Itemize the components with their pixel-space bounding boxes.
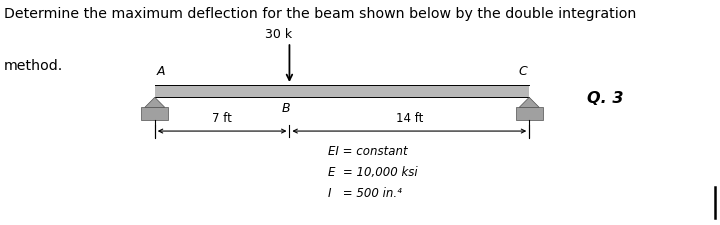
Text: E  = 10,000 ksi: E = 10,000 ksi	[328, 166, 417, 179]
Text: 14 ft: 14 ft	[395, 112, 423, 126]
Polygon shape	[145, 97, 165, 108]
Text: method.: method.	[4, 58, 63, 72]
Polygon shape	[519, 97, 539, 108]
Text: EI = constant: EI = constant	[328, 145, 408, 158]
Bar	[141, 108, 168, 120]
Text: C: C	[518, 65, 527, 78]
Text: Determine the maximum deflection for the beam shown below by the double integrat: Determine the maximum deflection for the…	[4, 7, 636, 21]
Bar	[516, 108, 543, 120]
Text: Q. 3: Q. 3	[587, 92, 624, 106]
Text: I   = 500 in.⁴: I = 500 in.⁴	[328, 187, 402, 200]
Text: B: B	[282, 102, 290, 115]
Bar	[155, 85, 529, 97]
Text: 30 k: 30 k	[265, 28, 292, 41]
Text: 7 ft: 7 ft	[212, 112, 232, 126]
Text: A: A	[157, 65, 166, 78]
